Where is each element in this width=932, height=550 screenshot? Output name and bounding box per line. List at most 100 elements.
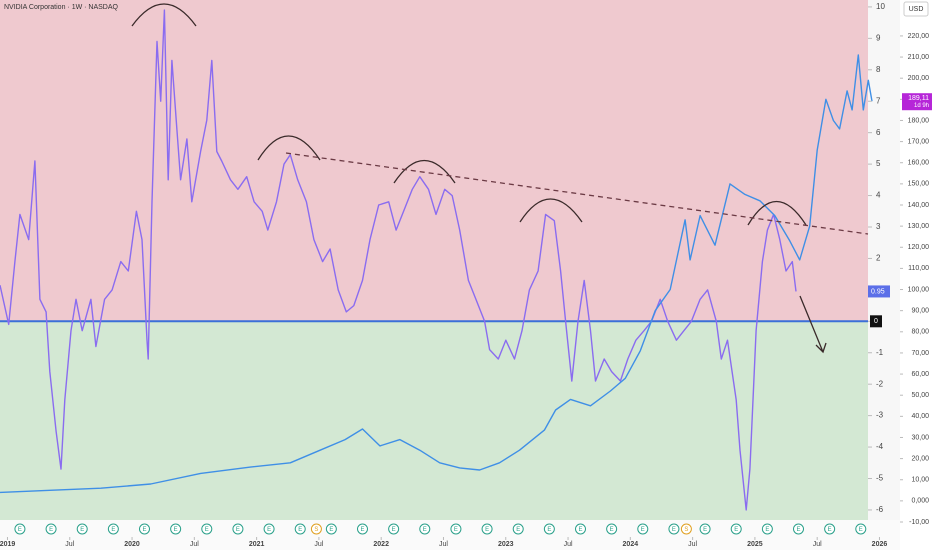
event-label: E [672, 527, 676, 533]
y2-tick-label: 200,00 [908, 75, 930, 82]
event-marker [76, 523, 88, 535]
event-label: E [610, 527, 614, 533]
event-label: E [828, 527, 832, 533]
y2-tick-label: 210,00 [908, 54, 930, 61]
zero-tag-label: 0 [874, 318, 878, 325]
drawings [131, 3, 869, 354]
event-label: E [547, 527, 551, 533]
event-label: E [485, 527, 489, 533]
event-marker [668, 523, 680, 535]
y-tick-label: 4 [876, 191, 881, 200]
chart-title: NVIDIA Corporation · 1W · NASDAQ [4, 4, 119, 11]
y2-tick-label: 100,00 [908, 286, 930, 293]
event-marker [263, 523, 275, 535]
event-label: E [298, 527, 302, 533]
trend-line [285, 152, 869, 235]
event-marker [294, 523, 306, 535]
event-label: E [423, 527, 427, 533]
y2-tick-label: 80,00 [911, 329, 929, 336]
series-line [0, 54, 873, 494]
y-tick-label: -3 [876, 411, 884, 420]
event-label: E [578, 527, 582, 533]
oscillator-tag [868, 285, 890, 298]
y2-tick-label: 70,00 [911, 350, 929, 357]
event-label: E [80, 527, 84, 533]
event-label: E [392, 527, 396, 533]
arc-drawing [257, 135, 321, 161]
event-label: E [859, 527, 863, 533]
y2-tick-label: 180,00 [908, 117, 930, 124]
y-tick-label: -5 [876, 474, 884, 483]
event-label: E [641, 527, 645, 533]
y2-tick-label: 170,00 [908, 138, 930, 145]
x-tick-label: Jul [314, 541, 323, 548]
y-tick-label: 3 [876, 222, 881, 231]
event-marker [481, 523, 493, 535]
y2-tick-label: 10,00 [911, 477, 929, 484]
event-marker [512, 523, 524, 535]
event-marker [14, 523, 26, 535]
y-tick-label: -1 [876, 348, 884, 357]
currency: USD [909, 6, 924, 13]
x-tick-label: Jul [813, 541, 822, 548]
event-marker [170, 523, 182, 535]
event-marker [606, 523, 618, 535]
y2-tick-label: 150,00 [908, 181, 930, 188]
time-axis-panel [0, 520, 932, 550]
countdown-label: 1d 9h [914, 103, 929, 109]
y-tick-label: 6 [876, 128, 881, 137]
zone-above [0, 0, 868, 322]
event-marker [637, 523, 649, 535]
event-marker [855, 523, 867, 535]
y2-tick-label: 20,00 [911, 455, 929, 462]
event-label: E [205, 527, 209, 533]
x-tick-label: 2019 [0, 541, 15, 548]
event-label: S [314, 527, 318, 533]
event-marker [45, 523, 57, 535]
event-label: E [49, 527, 53, 533]
event-marker [419, 523, 431, 535]
y-tick-label: -6 [876, 505, 884, 514]
event-label: E [454, 527, 458, 533]
event-marker [730, 523, 742, 535]
x-tick-label: Jul [439, 541, 448, 548]
x-tick-label: Jul [564, 541, 573, 548]
event-label: E [734, 527, 738, 533]
y-tick-label: -2 [876, 379, 884, 388]
y2-tick-label: 220,00 [908, 33, 930, 40]
event-label: E [765, 527, 769, 533]
y2-tick-label: 30,00 [911, 434, 929, 441]
event-label: E [267, 527, 271, 533]
y-tick-label: 9 [876, 33, 881, 42]
price-tag-label: 189,11 [908, 95, 929, 102]
y2-tick-label: 130,00 [908, 223, 930, 230]
y2-tick-label: 40,00 [911, 413, 929, 420]
event-label: E [111, 527, 115, 533]
event-marker [388, 523, 400, 535]
y-tick-label: -4 [876, 442, 884, 451]
y2-tick-label: 110,00 [908, 265, 929, 272]
y2-tick-label: -10,00 [909, 519, 929, 526]
oscillator-tag-label: 0.95 [871, 288, 885, 295]
event-label: E [516, 527, 520, 533]
y-tick-label: 10 [876, 2, 885, 11]
event-marker [139, 523, 151, 535]
price-axis-panel [900, 0, 932, 550]
y2-tick-label: 140,00 [908, 202, 930, 209]
event-marker [107, 523, 119, 535]
arc-drawing [131, 3, 197, 27]
event-label: E [236, 527, 240, 533]
event-marker [543, 523, 555, 535]
x-tick-label: 2020 [124, 541, 140, 548]
series-line [0, 9, 797, 511]
x-tick-label: 2026 [872, 541, 888, 548]
event-label: E [142, 527, 146, 533]
x-tick-label: 2021 [249, 541, 265, 548]
event-label: E [329, 527, 333, 533]
y-tick-label: 5 [876, 159, 881, 168]
y2-tick-label: 90,00 [911, 308, 929, 315]
y-tick-label: 2 [876, 254, 881, 263]
y2-tick-label: 50,00 [911, 392, 929, 399]
arc-drawing [519, 198, 583, 223]
